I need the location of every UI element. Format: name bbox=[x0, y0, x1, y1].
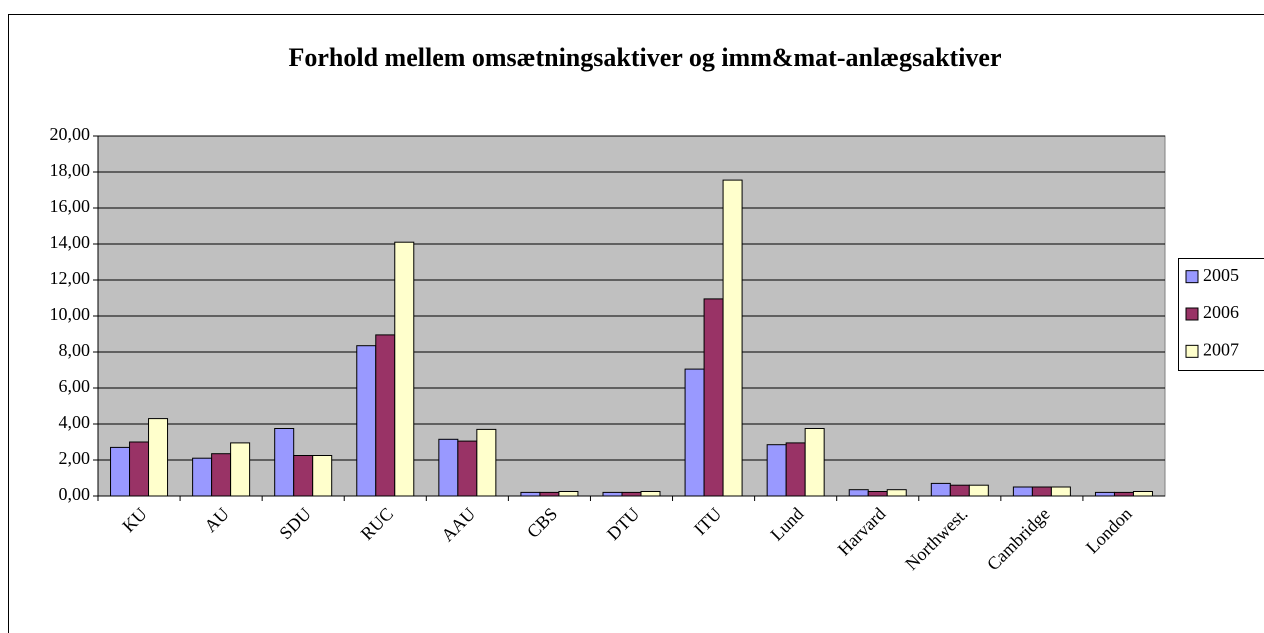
y-tick-label: 0,00 bbox=[59, 484, 91, 504]
bar bbox=[211, 453, 232, 497]
bar bbox=[848, 489, 869, 497]
bar bbox=[703, 298, 724, 497]
legend-swatch bbox=[1185, 270, 1199, 284]
bar bbox=[804, 428, 825, 497]
bar bbox=[375, 334, 396, 497]
bar bbox=[602, 491, 623, 497]
legend-label: 2006 bbox=[1203, 302, 1239, 322]
y-tick-label: 10,00 bbox=[50, 304, 91, 324]
bar bbox=[640, 491, 661, 497]
bar bbox=[192, 457, 213, 497]
bar bbox=[722, 179, 743, 497]
bar bbox=[1094, 491, 1115, 497]
bar bbox=[520, 491, 541, 497]
bar bbox=[1031, 486, 1052, 497]
bar bbox=[293, 455, 314, 497]
legend-swatch bbox=[1185, 344, 1199, 358]
bar bbox=[356, 345, 377, 497]
bar bbox=[785, 442, 806, 497]
y-tick-label: 20,00 bbox=[50, 124, 91, 144]
bar bbox=[1132, 491, 1153, 497]
bar bbox=[1012, 486, 1033, 497]
y-tick-label: 2,00 bbox=[59, 448, 91, 468]
bar bbox=[684, 368, 705, 497]
legend-label: 2005 bbox=[1203, 265, 1239, 285]
bar bbox=[1050, 486, 1071, 497]
bar bbox=[558, 491, 579, 497]
bar bbox=[621, 491, 642, 497]
bar bbox=[968, 484, 989, 497]
y-tick-label: 8,00 bbox=[59, 340, 91, 360]
y-tick-label: 12,00 bbox=[50, 268, 91, 288]
bar bbox=[867, 491, 888, 497]
y-tick-label: 14,00 bbox=[50, 232, 91, 252]
legend-swatch bbox=[1185, 307, 1199, 321]
bar bbox=[438, 438, 459, 497]
bar bbox=[457, 440, 478, 497]
chart-title: Forhold mellem omsætningsaktiver og imm&… bbox=[288, 43, 1001, 72]
bar bbox=[129, 441, 150, 497]
y-tick-label: 4,00 bbox=[59, 412, 91, 432]
bar bbox=[766, 444, 787, 497]
bar bbox=[949, 484, 970, 497]
bar bbox=[230, 442, 251, 497]
y-tick-label: 16,00 bbox=[50, 196, 91, 216]
y-tick-label: 18,00 bbox=[50, 160, 91, 180]
bar bbox=[1113, 491, 1134, 497]
bar bbox=[539, 491, 560, 497]
legend-label: 2007 bbox=[1203, 339, 1239, 359]
bar bbox=[312, 455, 333, 497]
bar bbox=[148, 418, 169, 497]
bar bbox=[110, 446, 131, 497]
bar bbox=[930, 482, 951, 497]
bar bbox=[394, 241, 415, 497]
y-tick-label: 6,00 bbox=[59, 376, 91, 396]
bar bbox=[274, 428, 295, 497]
bar bbox=[476, 428, 497, 497]
bar bbox=[886, 489, 907, 497]
